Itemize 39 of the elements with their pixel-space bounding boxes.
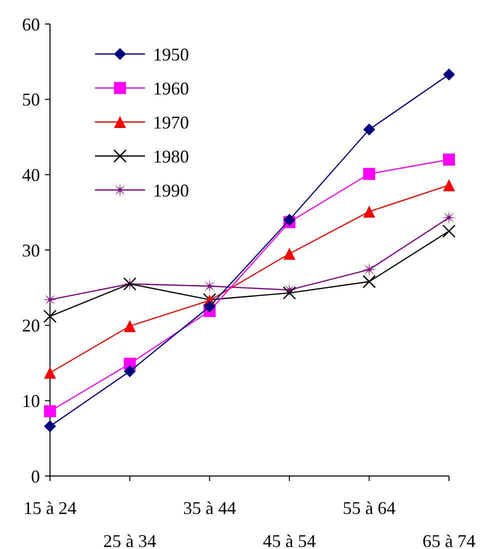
x-tick-label: 15 à 24 (24, 498, 76, 518)
point (282, 286, 296, 300)
point (443, 68, 455, 80)
point (202, 278, 218, 294)
point (363, 206, 376, 218)
y-tick-label: 40 (22, 164, 40, 185)
point (44, 366, 56, 379)
point (362, 274, 376, 288)
legend-label: 1960 (153, 78, 189, 98)
x-tick-label: 35 à 44 (183, 498, 236, 518)
point (44, 420, 56, 432)
point (44, 405, 56, 418)
x-tick-label: 25 à 34 (103, 531, 156, 549)
point (442, 210, 456, 226)
legend-label: 1980 (153, 146, 189, 166)
legend-label: 1950 (153, 44, 189, 64)
y-tick-label: 30 (22, 240, 40, 260)
x-tick-label: 55 à 64 (342, 498, 396, 518)
y-tick-label: 60 (22, 14, 40, 34)
point (124, 365, 136, 378)
point (43, 310, 57, 323)
y-tick-label: 50 (22, 90, 40, 110)
legend-label: 1970 (153, 112, 189, 132)
point (283, 214, 296, 226)
legend-label: 1990 (153, 180, 189, 200)
point (443, 179, 455, 192)
y-tick-label: 0 (31, 466, 40, 486)
point (124, 320, 136, 332)
point (443, 154, 455, 166)
x-tick-label: 45 à 54 (262, 531, 316, 549)
point (283, 248, 296, 260)
point (363, 168, 376, 180)
x-tick-label: 65 à 74 (422, 531, 476, 549)
point (363, 123, 376, 136)
y-tick-label: 20 (22, 316, 40, 336)
point (204, 300, 216, 312)
y-tick-label: 10 (22, 390, 40, 411)
point (442, 224, 456, 238)
point (362, 262, 377, 278)
